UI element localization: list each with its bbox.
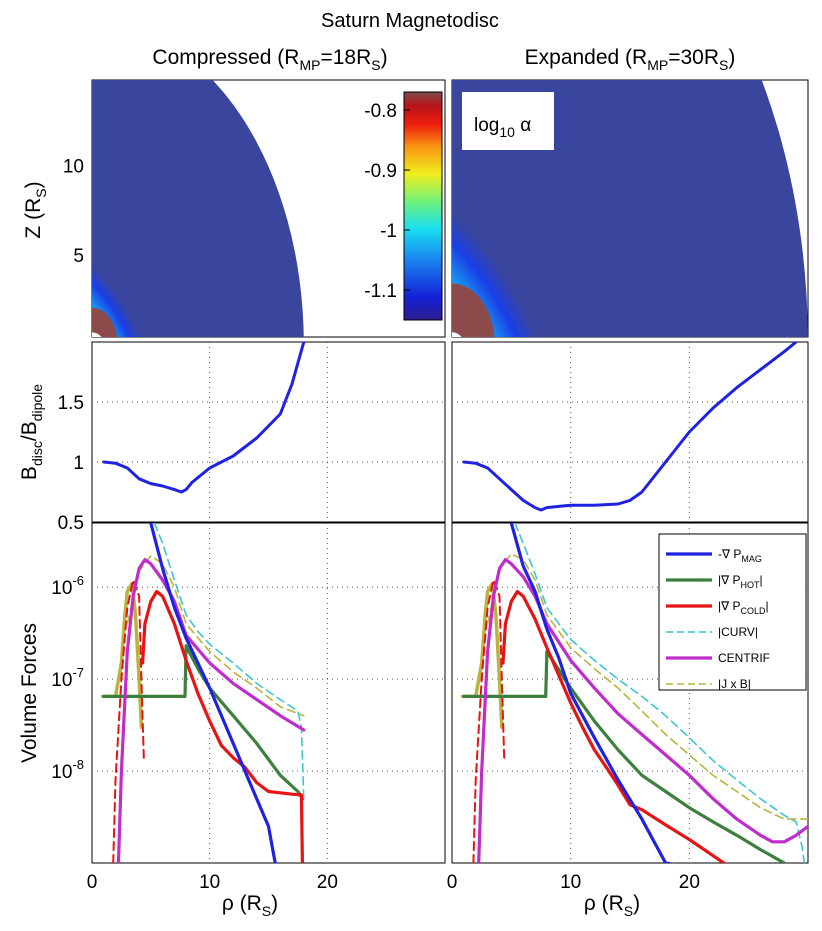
series-colddash-compressed <box>112 579 145 863</box>
high-alpha-region-compressed <box>92 237 163 337</box>
xtick-label: 0 <box>87 872 98 893</box>
xtick-label: 0 <box>447 872 458 893</box>
xlabel-compressed: ρ (RS) <box>222 892 278 919</box>
series-magp-compressed <box>149 523 277 863</box>
colorbar-tick-label: -1 <box>380 221 397 242</box>
saturated-alpha-core-compressed <box>92 307 117 337</box>
series-field-ratio-compressed <box>102 342 306 494</box>
alpha-heatmap-row: -0.8 -0.9 -1 -1.1 log10 α <box>91 79 809 338</box>
ytick-label-ratio: 1 <box>73 453 84 474</box>
colorbar-label-box <box>462 92 554 150</box>
xtick-label: 20 <box>679 872 700 893</box>
axis-ticks: 5 10 0.5 1 1.5 10-6 10-7 10-8 0 10 20 0 10 20 <box>51 157 700 893</box>
series-magp-expanded <box>509 523 675 863</box>
xlabel-expanded: ρ (RS) <box>584 892 640 919</box>
legend: -∇ PMAG |∇ PHOT| |∇ PCOLD| |CURV| CENTRIF |J … <box>658 533 807 691</box>
figure-title: Saturn Magnetodisc <box>321 10 499 32</box>
colorbar-tick-label: -0.8 <box>364 101 397 122</box>
column-title-expanded: Expanded (RMP=30RS) <box>525 46 736 73</box>
ylabel-z: Z (RS) <box>22 181 49 238</box>
series-field-ratio-expanded <box>462 342 798 512</box>
legend-label-magp: -∇ PMAG <box>718 547 762 564</box>
legend-label-cold: |∇ PCOLD| <box>718 599 769 616</box>
ytick-label-log: 10-6 <box>51 573 84 599</box>
xtick-label: 10 <box>199 872 220 893</box>
ytick-label-log: 10-8 <box>51 757 84 783</box>
series-cent-compressed <box>116 558 306 863</box>
colorbar <box>403 91 443 321</box>
legend-label-curv: |CURV| <box>718 625 758 639</box>
legend-label-hot: |∇ PHOT| <box>718 573 763 590</box>
series-curv-compressed <box>153 523 305 800</box>
series-colddash-expanded <box>472 579 506 863</box>
legend-label-cent: CENTRIF <box>718 651 770 665</box>
saturated-alpha-core-expanded <box>452 283 495 337</box>
ytick-label-ratio: 0.5 <box>58 513 84 534</box>
ylabel-volume-forces: Volume Forces <box>18 623 41 763</box>
ytick-label-z: 5 <box>73 246 84 267</box>
series-hot-expanded <box>462 649 787 863</box>
series-curv-expanded <box>514 523 806 863</box>
colorbar-tick-label: -0.9 <box>364 161 397 182</box>
column-title-compressed: Compressed (RMP=18RS) <box>152 46 387 73</box>
data-curves <box>100 342 808 863</box>
series-cent-expanded <box>477 558 808 863</box>
ytick-label-z: 10 <box>63 157 84 178</box>
saturn-planet-expanded <box>452 332 462 337</box>
panel-frame-ratio-expanded <box>451 341 809 523</box>
colorbar-tick-label: -1.1 <box>364 281 397 302</box>
xtick-label: 20 <box>317 872 338 893</box>
colorbar-label: log10 α <box>474 115 531 140</box>
ylabel-field-ratio: Bdisc/Bdipole <box>18 384 45 480</box>
series-hot-compressed <box>102 644 305 801</box>
ytick-label-log: 10-7 <box>51 665 84 691</box>
high-alpha-region-expanded <box>452 165 571 337</box>
panel-frame-ratio-compressed <box>91 341 446 523</box>
legend-label-jxb: |J x B| <box>718 677 751 691</box>
series-cold-compressed <box>141 589 305 863</box>
saturn-planet-compressed <box>92 332 102 337</box>
ytick-label-ratio: 1.5 <box>58 393 84 414</box>
legend-box <box>658 533 807 691</box>
panel-frame-forces-compressed <box>91 522 446 864</box>
xtick-label: 10 <box>560 872 581 893</box>
series-cold-expanded <box>501 589 727 863</box>
magnetodisc-region-compressed <box>92 80 304 337</box>
colorbar-ticks: -0.8 -0.9 -1 -1.1 <box>364 101 410 302</box>
